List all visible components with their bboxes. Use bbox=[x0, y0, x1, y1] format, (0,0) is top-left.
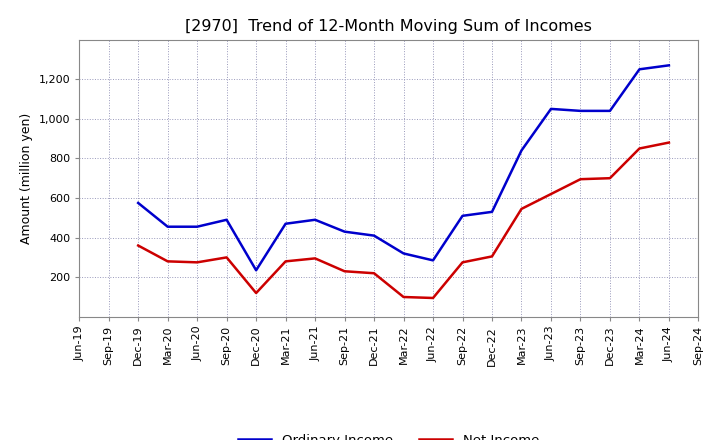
Ordinary Income bbox=[341, 229, 349, 234]
Net Income bbox=[311, 256, 320, 261]
Ordinary Income bbox=[458, 213, 467, 218]
Net Income bbox=[576, 176, 585, 182]
Ordinary Income bbox=[606, 108, 614, 114]
Ordinary Income bbox=[163, 224, 172, 229]
Line: Ordinary Income: Ordinary Income bbox=[138, 65, 669, 270]
Ordinary Income bbox=[193, 224, 202, 229]
Net Income bbox=[399, 294, 408, 300]
Net Income bbox=[458, 260, 467, 265]
Net Income bbox=[546, 191, 555, 197]
Ordinary Income bbox=[665, 62, 673, 68]
Net Income bbox=[193, 260, 202, 265]
Legend: Ordinary Income, Net Income: Ordinary Income, Net Income bbox=[233, 429, 544, 440]
Ordinary Income bbox=[370, 233, 379, 238]
Ordinary Income bbox=[576, 108, 585, 114]
Y-axis label: Amount (million yen): Amount (million yen) bbox=[20, 113, 33, 244]
Net Income bbox=[282, 259, 290, 264]
Ordinary Income bbox=[134, 200, 143, 205]
Net Income bbox=[428, 295, 437, 301]
Net Income bbox=[370, 271, 379, 276]
Line: Net Income: Net Income bbox=[138, 143, 669, 298]
Ordinary Income bbox=[546, 106, 555, 111]
Ordinary Income bbox=[282, 221, 290, 226]
Net Income bbox=[341, 268, 349, 274]
Net Income bbox=[606, 176, 614, 181]
Net Income bbox=[222, 255, 231, 260]
Net Income bbox=[517, 206, 526, 212]
Ordinary Income bbox=[222, 217, 231, 222]
Ordinary Income bbox=[311, 217, 320, 222]
Ordinary Income bbox=[399, 251, 408, 256]
Ordinary Income bbox=[517, 148, 526, 153]
Net Income bbox=[163, 259, 172, 264]
Ordinary Income bbox=[635, 66, 644, 72]
Ordinary Income bbox=[428, 258, 437, 263]
Net Income bbox=[665, 140, 673, 145]
Net Income bbox=[134, 243, 143, 248]
Net Income bbox=[252, 290, 261, 296]
Title: [2970]  Trend of 12-Month Moving Sum of Incomes: [2970] Trend of 12-Month Moving Sum of I… bbox=[185, 19, 593, 34]
Ordinary Income bbox=[487, 209, 496, 214]
Net Income bbox=[635, 146, 644, 151]
Ordinary Income bbox=[252, 268, 261, 273]
Net Income bbox=[487, 254, 496, 259]
